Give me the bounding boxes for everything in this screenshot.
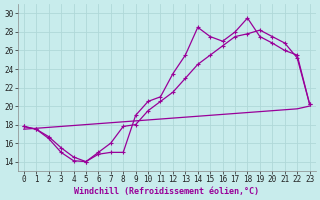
- X-axis label: Windchill (Refroidissement éolien,°C): Windchill (Refroidissement éolien,°C): [74, 187, 259, 196]
